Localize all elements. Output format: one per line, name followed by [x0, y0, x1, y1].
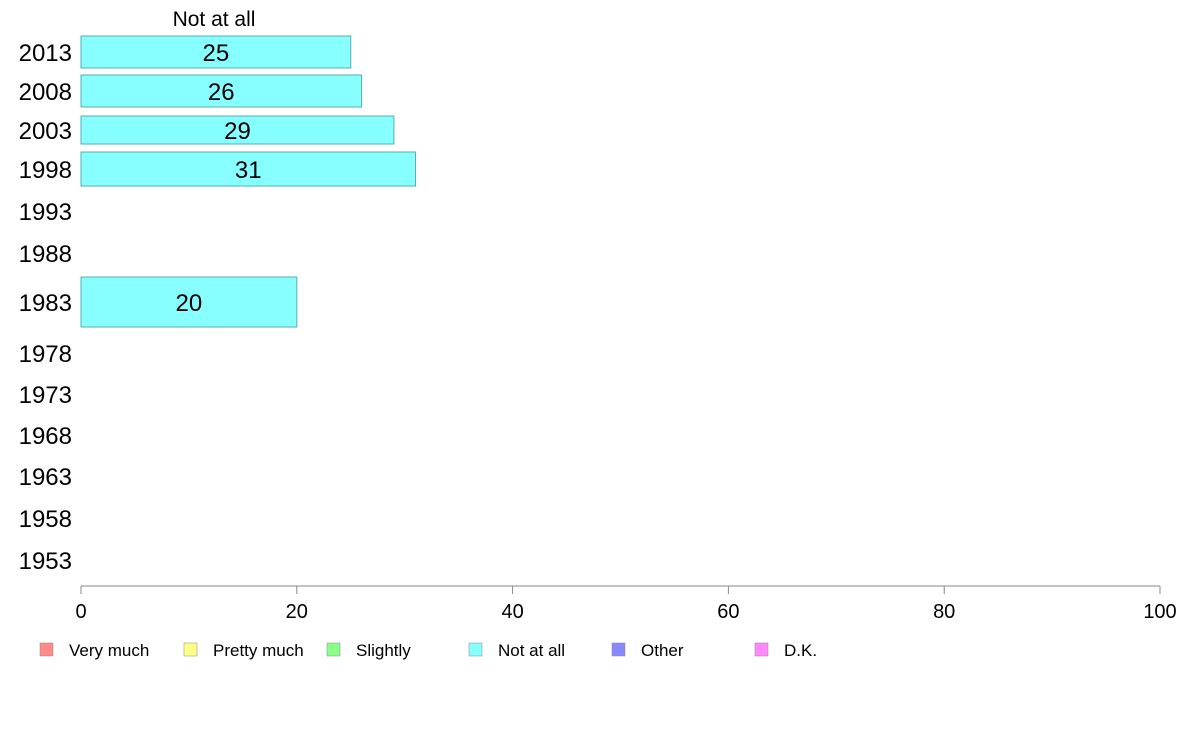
- x-tick-label: 80: [933, 601, 955, 623]
- year-label: 1998: [19, 157, 72, 184]
- x-tick-label: 0: [75, 601, 86, 623]
- bars-group: 25 26 29 31 20: [80, 35, 416, 328]
- year-label: 1978: [19, 341, 72, 368]
- year-label: 1953: [19, 548, 72, 575]
- year-label: 1988: [19, 241, 72, 268]
- bar-value-label: 20: [176, 290, 203, 317]
- legend-label: Other: [641, 641, 684, 660]
- year-label: 2003: [19, 118, 72, 145]
- year-label: 1963: [19, 464, 72, 491]
- bar-1983: [80, 276, 298, 328]
- x-axis: 0 20 40 60 80 100: [75, 585, 1177, 623]
- bar-2003: [80, 115, 395, 145]
- legend-swatch: [754, 642, 769, 657]
- column-header: Not at all: [173, 8, 256, 31]
- legend-swatch: [39, 642, 54, 657]
- year-labels: 2013 2008 2003 1998 1993 1988 1983 1978 1973 1968…: [19, 40, 72, 575]
- year-label: 1993: [19, 199, 72, 226]
- bar-1998: [80, 151, 416, 187]
- x-tick-label: 100: [1143, 601, 1176, 623]
- legend-label: Slightly: [356, 641, 411, 660]
- year-label: 1968: [19, 423, 72, 450]
- year-label: 1958: [19, 506, 72, 533]
- bar-value-label: 31: [235, 157, 262, 184]
- year-label: 2013: [19, 40, 72, 67]
- x-tick-label: 20: [286, 601, 308, 623]
- bar-value-label: 29: [224, 118, 251, 145]
- legend-label: Very much: [69, 641, 149, 660]
- year-label: 1983: [19, 290, 72, 317]
- bar-value-label: 26: [208, 79, 235, 106]
- year-label: 1973: [19, 382, 72, 409]
- legend-swatch: [183, 642, 198, 657]
- legend-swatch: [468, 642, 483, 657]
- x-tick-label: 40: [501, 601, 523, 623]
- bar-2013: [80, 35, 352, 69]
- bar-2008: [80, 74, 363, 108]
- legend-label: Not at all: [498, 641, 565, 660]
- bar-value-label: 25: [203, 40, 230, 67]
- legend-label: Pretty much: [213, 641, 304, 660]
- year-label: 2008: [19, 79, 72, 106]
- legend: Very much Pretty much Slightly Not at all Ot…: [39, 641, 817, 660]
- legend-swatch: [326, 642, 341, 657]
- legend-label: D.K.: [784, 641, 817, 660]
- x-tick-label: 60: [717, 601, 739, 623]
- legend-swatch: [611, 642, 626, 657]
